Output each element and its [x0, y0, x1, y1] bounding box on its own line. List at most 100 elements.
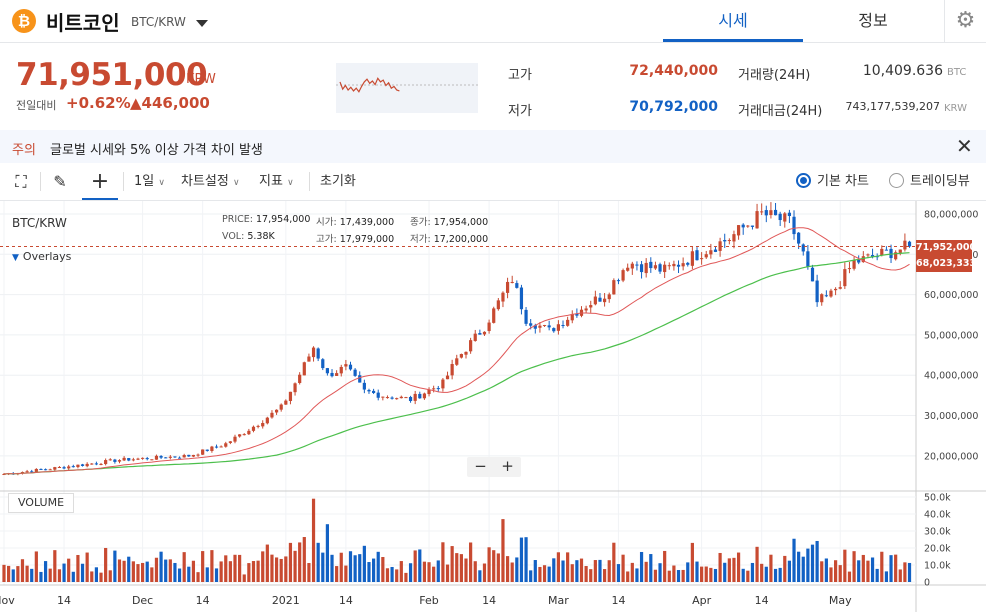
- chevron-down-icon[interactable]: [196, 20, 208, 27]
- volume-bar: [709, 567, 713, 582]
- volume-bar: [547, 566, 551, 582]
- chart-area[interactable]: 80,000,00070,000,00060,000,00050,000,000…: [0, 201, 986, 612]
- volume-bar: [639, 551, 644, 582]
- candle-body: [616, 280, 621, 282]
- x-tick-label: Mar: [548, 594, 569, 607]
- volume-bar: [122, 560, 126, 582]
- crosshair-icon[interactable]: +: [82, 163, 118, 200]
- candle-body: [667, 265, 671, 267]
- volume-bar: [335, 566, 339, 582]
- candle-body: [247, 430, 251, 435]
- candle-body: [450, 364, 454, 376]
- fullscreen-icon[interactable]: ⛶: [15, 172, 27, 191]
- volume-bar: [395, 569, 399, 582]
- tab-info[interactable]: 정보: [858, 11, 888, 30]
- zoom-in-button[interactable]: +: [501, 457, 514, 475]
- candlestick-chart[interactable]: 80,000,00070,000,00060,000,00050,000,000…: [0, 201, 986, 612]
- volume-bar: [233, 554, 237, 582]
- volume-bar: [755, 546, 759, 582]
- candle-body: [792, 216, 796, 235]
- candle-body: [238, 434, 242, 437]
- volume-bar: [284, 556, 288, 582]
- coin-pair[interactable]: BTC/KRW: [131, 15, 186, 29]
- candle-body: [736, 225, 741, 236]
- current-price: 71,951,000: [16, 57, 208, 93]
- candle-body: [552, 328, 556, 332]
- interval-select[interactable]: 1일 ∨: [134, 163, 165, 200]
- volume-bar: [302, 537, 306, 582]
- volume-bar: [510, 562, 514, 582]
- close-icon[interactable]: ✕: [956, 134, 973, 158]
- tab-price[interactable]: 시세: [663, 0, 803, 42]
- candle-body: [367, 389, 371, 392]
- candle-body: [210, 446, 214, 452]
- candle-body: [117, 460, 122, 462]
- volume-bar: [810, 544, 815, 582]
- volume-bar: [875, 568, 879, 582]
- candle-body: [903, 240, 907, 250]
- x-tick-label: May: [829, 594, 852, 607]
- volume-bar: [732, 557, 736, 582]
- candle-body: [556, 324, 560, 331]
- tradingview-radio[interactable]: 트레이딩뷰: [889, 163, 970, 200]
- candle-body: [852, 260, 856, 269]
- overlays-toggle[interactable]: ▼ Overlays: [12, 250, 71, 263]
- candle-body: [663, 264, 667, 273]
- candle-body: [815, 280, 819, 303]
- volume-bar: [219, 561, 223, 582]
- volume-bar: [173, 562, 177, 582]
- volume-bar: [67, 558, 71, 582]
- zoom-out-button[interactable]: −: [474, 457, 487, 475]
- indicators-menu[interactable]: 지표 ∨: [259, 163, 294, 200]
- price-panel: 71,951,000 KRW 전일대비 +0.62% ▲446,000 고가 7…: [0, 43, 986, 129]
- interval-label: 1일: [134, 174, 155, 189]
- basic-chart-radio[interactable]: 기본 차트: [796, 163, 869, 200]
- header: ₿ 비트코인 BTC/KRW 시세 정보 ⚙: [0, 0, 986, 43]
- volume-bar: [473, 561, 477, 582]
- candle-body: [797, 232, 801, 244]
- candle-body: [242, 434, 246, 436]
- candle-body: [76, 464, 80, 468]
- volume-bar: [672, 565, 676, 582]
- candle-body: [335, 373, 339, 376]
- volume-bar: [265, 544, 269, 582]
- candle-body: [746, 225, 750, 227]
- candle-body: [265, 417, 269, 424]
- indicators-label: 지표: [259, 174, 283, 189]
- volume24-unit: BTC: [947, 67, 967, 78]
- overlays-label: Overlays: [22, 250, 72, 263]
- candle-body: [723, 240, 727, 242]
- volume-bar: [723, 562, 727, 582]
- candle-body: [99, 463, 103, 465]
- volume-bar: [127, 556, 131, 582]
- pencil-icon[interactable]: ✎: [53, 172, 67, 191]
- candle-body: [496, 300, 500, 310]
- volume-bar: [787, 560, 791, 582]
- volume-pane-label: VOLUME: [8, 493, 74, 513]
- reset-button[interactable]: 초기화: [320, 174, 356, 189]
- candle-body: [321, 359, 325, 369]
- candle-body: [584, 308, 588, 311]
- volume-bar: [469, 542, 473, 582]
- basic-chart-label: 기본 차트: [817, 174, 869, 189]
- candle-body: [473, 333, 477, 341]
- volume-bar: [653, 569, 658, 582]
- candle-body: [533, 325, 537, 329]
- candle-body: [53, 467, 57, 470]
- volume-bar: [330, 554, 334, 582]
- candle-body: [455, 358, 459, 365]
- volume-bar: [533, 560, 537, 582]
- chart-settings-menu[interactable]: 차트설정 ∨: [181, 163, 240, 200]
- x-tick-label: 14: [611, 594, 625, 607]
- candle-body: [866, 254, 870, 256]
- coin-name[interactable]: 비트코인: [46, 11, 120, 35]
- volume-bar: [11, 569, 15, 582]
- candle-body: [30, 471, 34, 473]
- candle-body: [570, 314, 574, 321]
- volume-bar: [117, 559, 122, 582]
- gear-icon[interactable]: ⚙: [944, 0, 986, 42]
- candle-body: [482, 331, 487, 335]
- volume-bar: [870, 557, 875, 582]
- chevron-down-icon: ∨: [287, 178, 294, 188]
- candle-body: [630, 263, 634, 269]
